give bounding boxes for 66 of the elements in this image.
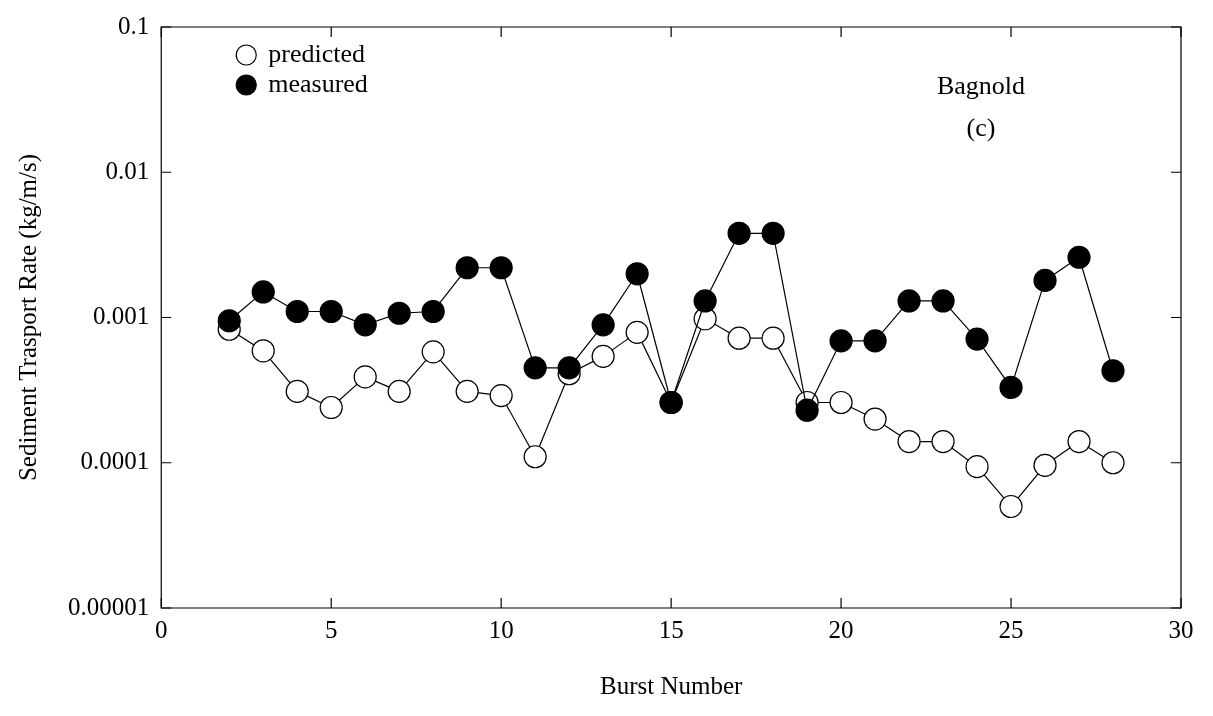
point: [897, 429, 921, 454]
point: [455, 256, 479, 280]
point: [693, 289, 717, 313]
point: [863, 407, 887, 431]
x-tick-label: 5: [324, 615, 338, 643]
point: [829, 329, 853, 353]
x-tick-label: 20: [828, 615, 854, 643]
annotation: (c): [966, 112, 996, 142]
point: [319, 395, 343, 420]
point: [489, 383, 513, 408]
x-tick-label: 10: [488, 615, 514, 643]
y-tick-label: 0.00001: [68, 592, 150, 620]
y-tick-label: 0.1: [118, 11, 150, 39]
legend-label: measured: [268, 68, 368, 98]
point: [761, 221, 785, 245]
point: [285, 299, 309, 324]
annotation: Bagnold: [936, 70, 1026, 100]
point: [727, 221, 751, 245]
x-tick-label: 30: [1168, 615, 1194, 643]
point: [761, 326, 785, 350]
point: [897, 289, 921, 313]
point: [999, 375, 1023, 400]
y-tick-label: 0.01: [105, 156, 150, 184]
point: [557, 356, 581, 380]
point: [319, 299, 343, 324]
point: [1101, 451, 1125, 475]
point: [217, 309, 241, 333]
point: [421, 340, 445, 364]
point: [829, 390, 853, 415]
point: [795, 398, 819, 422]
point: [387, 379, 411, 403]
point: [591, 313, 615, 337]
x-tick-label: 15: [658, 615, 684, 643]
point: [523, 445, 547, 469]
point: [1101, 359, 1125, 383]
point: [353, 313, 377, 337]
point: [489, 256, 513, 280]
point: [931, 429, 955, 454]
point: [285, 379, 309, 403]
point: [591, 344, 615, 368]
point: [965, 455, 989, 479]
point: [251, 280, 275, 304]
point: [1067, 429, 1091, 454]
point: [455, 379, 479, 403]
point: [523, 356, 547, 380]
point: [625, 262, 649, 286]
point: [353, 365, 377, 389]
point: [863, 329, 887, 353]
legend-label: predicted: [268, 38, 365, 68]
point: [1033, 453, 1057, 477]
x-tick-label: 0: [155, 615, 168, 643]
point: [931, 289, 955, 313]
point: [965, 327, 989, 351]
point: [387, 301, 411, 325]
point: [421, 299, 445, 324]
point: [1067, 245, 1091, 269]
point: [1033, 268, 1057, 293]
point: [625, 320, 649, 344]
point: [251, 339, 275, 363]
y-axis-title: Sediment Trasport Rate (kg/m/s): [13, 153, 42, 482]
point: [999, 494, 1023, 519]
point: [727, 326, 751, 350]
y-tick-label: 0.0001: [80, 447, 150, 475]
x-axis-title: Burst Number: [599, 671, 743, 699]
y-tick-label: 0.001: [93, 302, 150, 330]
x-tick-label: 25: [998, 615, 1024, 643]
